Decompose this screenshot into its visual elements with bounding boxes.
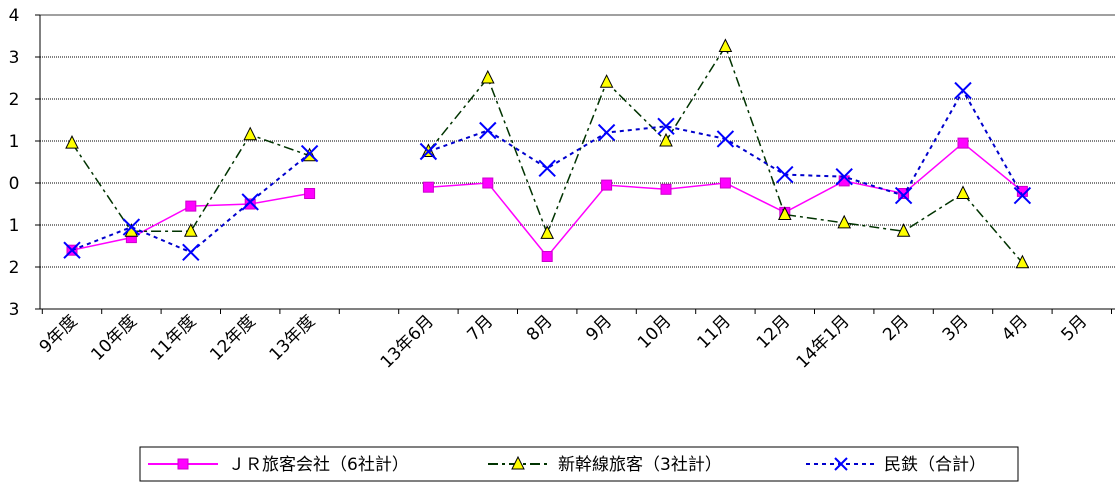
series-group [63,38,1032,269]
data-point [601,179,613,191]
data-point [182,243,200,262]
data-point [894,186,913,205]
data-point [718,38,733,52]
y-tick-label: 2 [9,90,20,110]
data-point [716,130,735,148]
data-point [300,144,319,163]
data-point [776,165,794,184]
data-point [898,188,910,199]
axes [35,14,1115,314]
data-point [304,188,316,199]
x-tick-label: 10年度 [87,311,140,364]
data-point [956,185,970,199]
data-point [185,200,197,212]
x-tick-label: 11年度 [147,311,200,364]
legend-label-jr: ＪＲ旅客会社（6社計） [228,455,409,475]
legend-marker-shinkansen [511,455,525,470]
y-axis-tick-labels: 4 3 2 1 0 1 2 3 [9,6,20,320]
data-point [660,183,672,195]
y-tick-label: 2 [9,258,20,278]
series-line [427,44,1023,264]
y-tick-label: 3 [9,48,20,68]
series-0 [66,137,1028,262]
data-point [659,132,673,147]
data-point [122,218,141,236]
data-point [719,177,731,189]
series-1 [65,38,1030,269]
data-point [241,193,259,211]
series-line [428,142,1023,258]
data-point [657,117,675,136]
legend-marker-private [834,457,848,471]
x-tick-label: 11月 [693,311,734,352]
data-point [63,241,81,259]
x-tick-label: 10月 [634,311,675,352]
data-point [837,214,852,229]
data-point [835,167,853,186]
x-tick-label: 13年度 [266,311,319,364]
data-point [183,223,198,237]
data-point [243,126,258,141]
legend: ＪＲ旅客会社（6社計） 新幹線旅客（3社計） 民鉄（合計） [139,446,1019,482]
legend-marker-jr [177,458,189,470]
series-line [71,133,310,233]
data-point [896,223,911,237]
x-tick-label: 9月 [582,311,616,345]
x-tick-label: 2月 [879,311,913,345]
y-tick-label: 0 [9,174,20,194]
gridlines [40,14,1115,268]
x-tick-label: 8月 [523,311,557,345]
x-tick-label: 12年度 [206,311,259,364]
data-point [244,198,256,210]
x-tick-label: 5月 [1058,311,1092,345]
x-tick-label: 13年6月 [377,311,438,372]
y-tick-label: 1 [9,216,20,236]
x-tick-label: 7月 [464,311,498,345]
data-point [479,121,497,140]
data-point [419,142,438,161]
data-point [540,225,555,239]
data-point [1013,186,1032,205]
data-point [777,206,792,220]
data-point [599,74,614,88]
data-point [65,134,79,149]
y-tick-label: 1 [9,132,20,152]
series-2 [63,81,1032,262]
data-point [480,69,495,84]
x-tick-label: 12月 [753,311,794,352]
legend-label-private: 民鉄（合計） [884,455,986,475]
data-point [482,177,494,189]
data-point [954,81,972,100]
x-tick-label: 4月 [998,311,1032,345]
data-point [957,137,969,149]
data-point [538,159,556,178]
data-point [597,123,616,142]
data-point [1015,254,1030,269]
x-axis-tick-labels: 9年度 10年度 11年度 12年度 13年度 13年6月 7月 8月 9月 10月 11月 12月1… [36,311,1092,372]
y-tick-label: 4 [9,6,20,26]
data-point [541,251,553,262]
y-tick-label: 3 [9,300,20,320]
x-tick-label: 14年1月 [793,311,854,372]
legend-label-shinkansen: 新幹線旅客（3社計） [558,454,722,475]
x-tick-label: 9年度 [36,311,82,357]
data-point [422,181,434,193]
x-tick-label: 3月 [939,311,973,345]
